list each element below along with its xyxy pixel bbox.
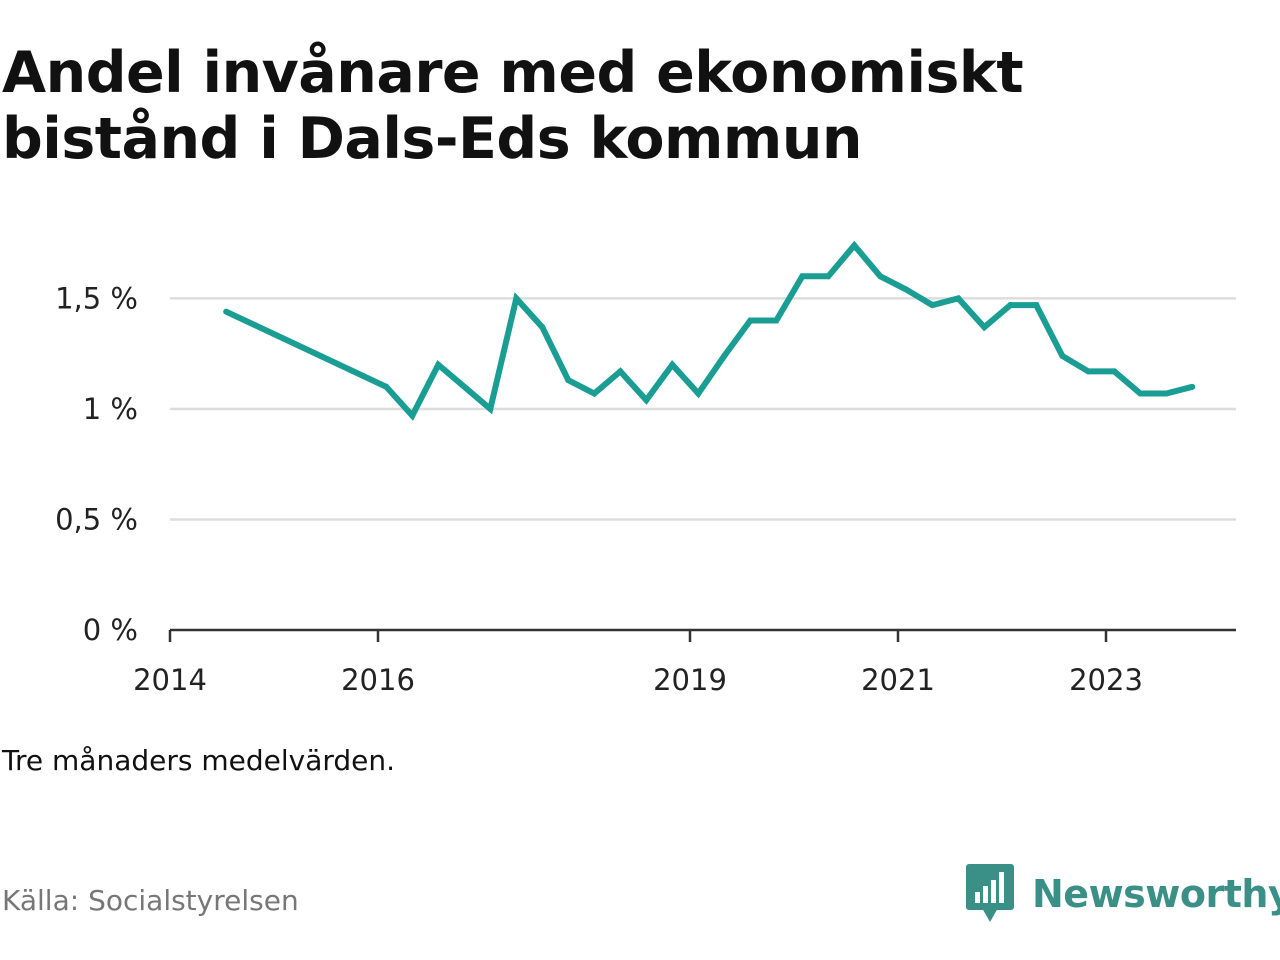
x-axis: [168, 628, 1236, 642]
x-tick-label: 2016: [341, 663, 415, 697]
data-point: [1007, 302, 1014, 309]
data-point: [929, 302, 936, 309]
data-point: [513, 295, 520, 302]
data-point: [903, 286, 910, 293]
y-tick-label: 1 %: [83, 392, 138, 426]
data-point: [721, 352, 728, 359]
data-point: [799, 273, 806, 280]
data-point: [617, 368, 624, 375]
data-point: [747, 317, 754, 324]
data-point: [1085, 368, 1092, 375]
data-point: [643, 397, 650, 404]
x-axis-labels: 2014 2016 2019 2021 2023: [133, 663, 1143, 697]
data-point: [1189, 383, 1196, 390]
data-point: [825, 273, 832, 280]
y-tick-label: 0 %: [83, 613, 138, 647]
data-point: [487, 405, 494, 412]
data-point: [981, 324, 988, 331]
y-tick-label: 0,5 %: [55, 502, 138, 536]
data-point: [1033, 302, 1040, 309]
data-point: [695, 390, 702, 397]
y-tick-label: 1,5 %: [55, 281, 138, 315]
x-tick-label: 2021: [861, 663, 935, 697]
data-point: [435, 361, 442, 368]
data-point: [591, 390, 598, 397]
chart-title: Andel invånare med ekonomiskt bistånd i …: [2, 40, 1024, 172]
newsworthy-logo: Newsworthy: [964, 862, 1280, 926]
data-point: [565, 377, 572, 384]
y-axis-labels: 0 % 0,5 % 1 % 1,5 %: [55, 281, 138, 647]
data-point: [955, 295, 962, 302]
data-point: [669, 361, 676, 368]
data-point: [383, 383, 390, 390]
x-tick-label: 2014: [133, 663, 207, 697]
source-text: Källa: Socialstyrelsen: [2, 884, 299, 917]
x-tick-label: 2023: [1069, 663, 1143, 697]
data-point: [773, 317, 780, 324]
data-point: [409, 412, 416, 419]
data-point: [1163, 390, 1170, 397]
series-lines: [223, 240, 1196, 421]
data-point: [1059, 352, 1066, 359]
data-point: [877, 273, 884, 280]
data-point: [851, 242, 858, 249]
data-point: [1137, 390, 1144, 397]
y-gridlines: [170, 297, 1236, 521]
chart-note: Tre månaders medelvärden.: [2, 744, 396, 777]
data-point: [539, 324, 546, 331]
data-point: [1111, 368, 1118, 375]
series-line: [224, 240, 1194, 421]
x-tick-label: 2019: [653, 663, 727, 697]
bar-chart-speech-bubble-icon: [966, 864, 1014, 922]
brand-name: Newsworthy: [1032, 872, 1280, 916]
data-point: [223, 308, 230, 315]
